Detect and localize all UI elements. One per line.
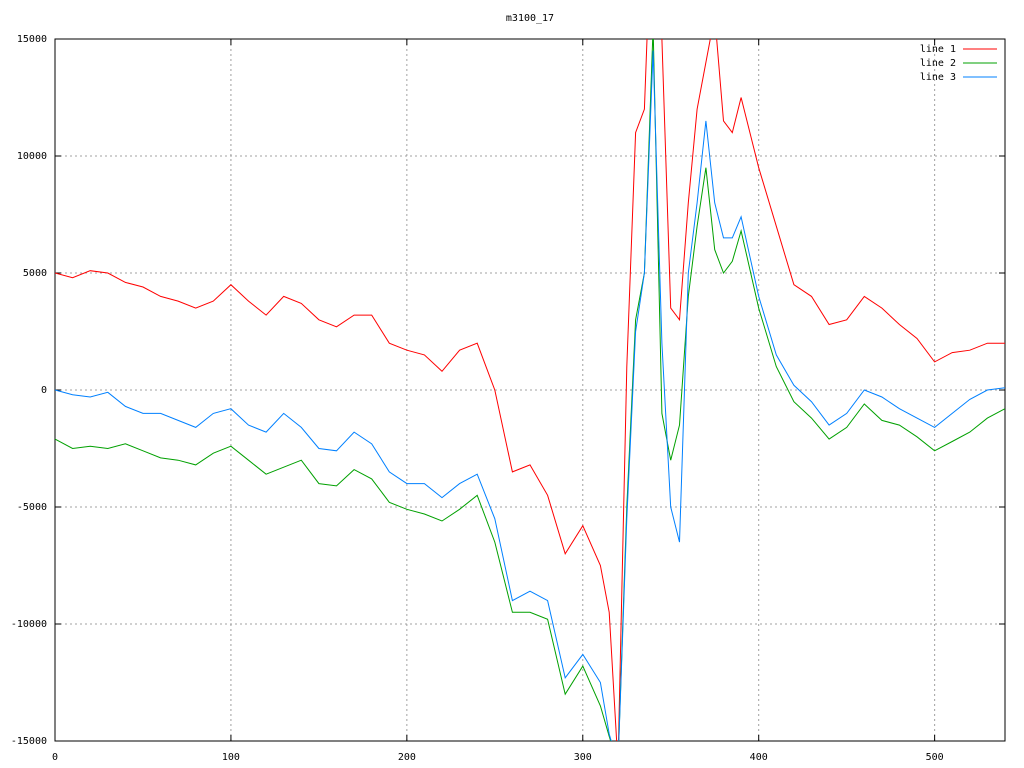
y-tick-label: 10000 <box>17 151 47 162</box>
legend-label: line 2 <box>920 58 956 69</box>
y-tick-label: -5000 <box>17 502 47 513</box>
x-tick-label: 100 <box>222 752 240 763</box>
y-tick-label: -15000 <box>11 736 47 747</box>
series-line <box>55 39 1005 741</box>
x-tick-label: 200 <box>398 752 416 763</box>
y-tick-label: 15000 <box>17 34 47 45</box>
chart-title: m3100_17 <box>506 13 554 24</box>
y-tick-label: -10000 <box>11 619 47 630</box>
series-line <box>55 50 1005 741</box>
legend-label: line 1 <box>920 44 956 55</box>
legend-label: line 3 <box>920 72 956 83</box>
x-tick-label: 300 <box>574 752 592 763</box>
x-tick-label: 400 <box>750 752 768 763</box>
series-line <box>55 39 1005 741</box>
y-tick-label: 0 <box>41 385 47 396</box>
x-tick-label: 0 <box>52 752 58 763</box>
y-tick-label: 5000 <box>23 268 47 279</box>
x-tick-label: 500 <box>926 752 944 763</box>
